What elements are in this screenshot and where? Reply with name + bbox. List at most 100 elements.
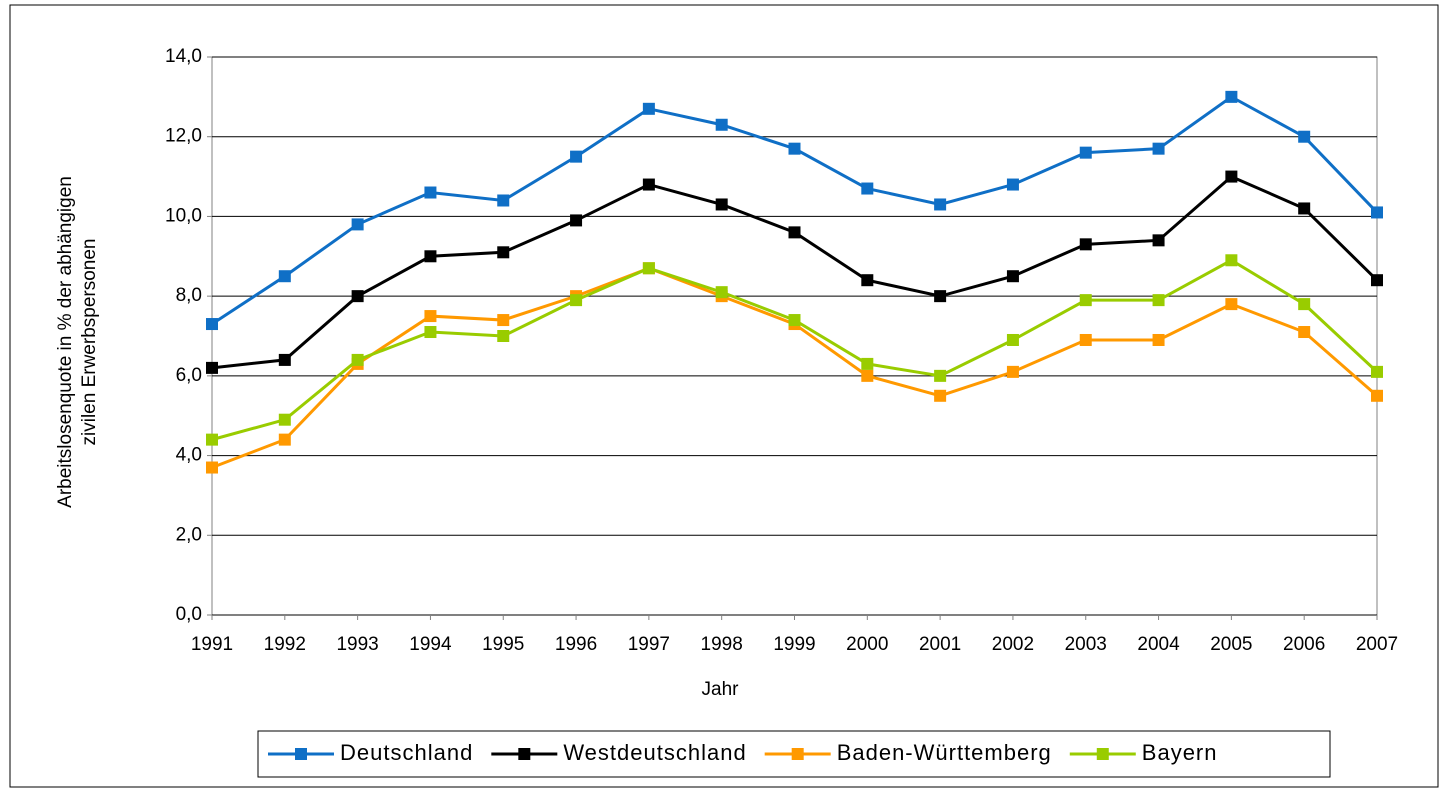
series-marker [1079,238,1092,251]
series-marker [861,274,874,287]
series-marker [934,389,947,402]
series-marker [278,353,291,366]
y-tick-label: 6,0 [176,365,202,386]
series-marker [1079,333,1092,346]
x-tick-label: 2005 [1210,634,1252,655]
series-marker [1371,274,1383,287]
legend-marker [295,748,307,760]
legend-label: Deutschland [340,740,473,765]
series-marker [424,310,437,323]
series-marker [206,433,218,446]
series-marker [1371,206,1383,219]
series-marker [715,198,728,211]
y-tick-label: 10,0 [165,205,202,226]
series-marker [351,290,364,303]
y-tick-label: 14,0 [165,46,202,67]
series-marker [424,326,437,339]
series-marker [1152,234,1165,247]
y-tick-label: 0,0 [176,604,202,625]
series-marker [642,178,655,191]
series-marker [642,102,655,115]
series-marker [1152,294,1165,307]
legend-label: Westdeutschland [563,740,746,765]
legend-marker [518,748,531,760]
x-tick-label: 2003 [1065,634,1107,655]
series-marker [1006,365,1019,378]
x-tick-label: 1996 [555,634,597,655]
series-marker [351,218,364,231]
series-marker [642,262,655,275]
y-tick-label: 12,0 [165,126,202,147]
series-marker [1079,294,1092,307]
legend-marker [1096,748,1109,760]
series-marker [934,198,947,211]
y-axis-label: Arbeitslosenquote in % der abhängigen zi… [55,176,100,508]
series-marker [1225,254,1238,267]
x-tick-label: 1997 [628,634,670,655]
series-marker [497,246,510,259]
x-tick-label: 2001 [919,634,961,655]
x-tick-label: 2004 [1137,634,1180,655]
series-marker [570,150,583,163]
series-marker [1298,130,1311,143]
series-marker [861,357,874,370]
series-marker [278,413,291,426]
series-marker [570,214,583,227]
series-marker [497,314,510,327]
series-marker [1152,333,1165,346]
series-marker [1225,90,1238,103]
series-marker [1298,202,1311,215]
series-marker [1079,146,1092,159]
series-marker [1298,298,1311,311]
x-tick-label: 1991 [191,634,233,655]
series-marker [497,194,510,207]
x-tick-label: 2007 [1356,634,1398,655]
series-marker [788,226,801,239]
x-tick-label: 2006 [1283,634,1325,655]
x-axis-label: Jahr [702,679,740,700]
x-tick-label: 1992 [264,634,306,655]
y-tick-label: 4,0 [176,445,202,466]
series-marker [424,186,437,199]
series-marker [278,433,291,446]
series-marker [861,182,874,195]
series-marker [570,294,583,307]
series-marker [1152,142,1165,155]
x-tick-label: 1994 [409,634,452,655]
x-tick-label: 1999 [773,634,815,655]
x-tick-label: 1995 [482,634,524,655]
y-axis-label-line: zivilen Erwerbspersonen [79,239,100,446]
series-marker [1371,389,1383,402]
x-tick-label: 2000 [846,634,888,655]
series-marker [206,318,218,331]
series-marker [788,314,801,327]
legend-label: Baden-Württemberg [837,740,1052,765]
series-marker [1006,270,1019,283]
series-marker [497,330,510,342]
series-marker [1371,365,1383,378]
series-marker [1006,333,1019,346]
series-marker [934,369,947,382]
legend-marker [791,748,804,760]
series-marker [934,290,947,303]
legend-label: Bayern [1142,740,1218,765]
x-tick-label: 2002 [992,634,1034,655]
series-marker [206,461,218,474]
x-tick-label: 1993 [336,634,378,655]
series-marker [788,142,801,155]
series-marker [1006,178,1019,191]
plot-area [211,56,1378,616]
series-marker [1298,326,1311,339]
y-tick-label: 2,0 [176,524,202,545]
y-axis-label-line: Arbeitslosenquote in % der abhängigen [55,176,76,508]
series-marker [424,250,437,263]
series-marker [351,353,364,366]
series-marker [1225,170,1238,183]
x-tick-label: 1998 [701,634,743,655]
series-marker [715,118,728,131]
series-marker [861,369,874,382]
series-marker [278,270,291,283]
series-marker [1225,298,1238,311]
series-marker [715,286,728,299]
